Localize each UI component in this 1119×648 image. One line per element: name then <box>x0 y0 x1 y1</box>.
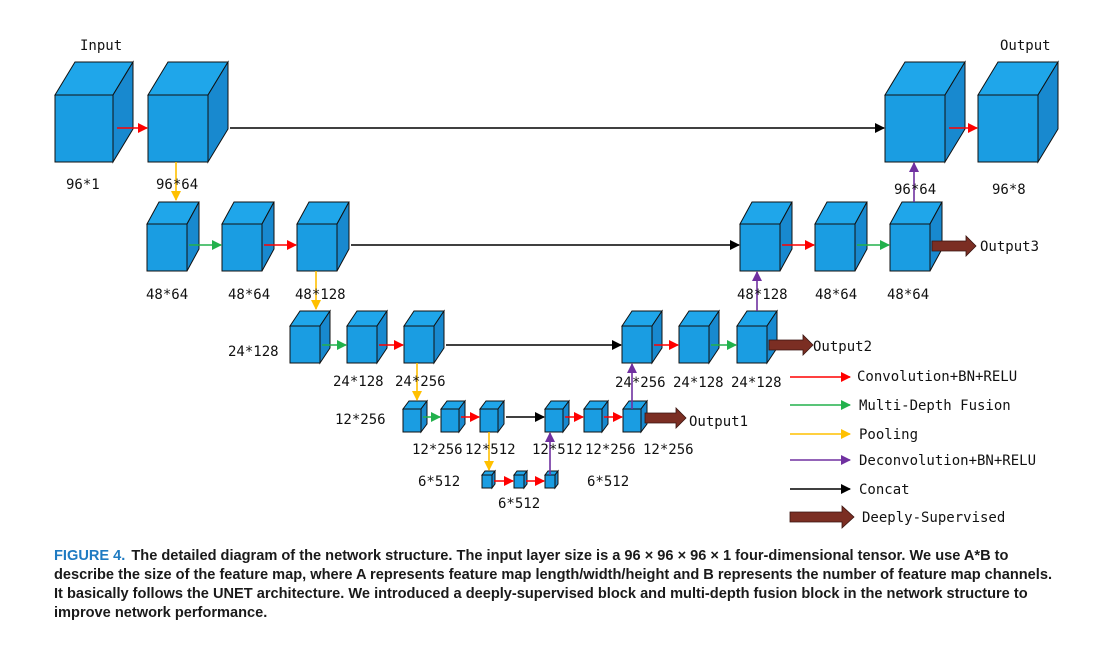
size-label: 48*64 <box>815 287 857 303</box>
cube-48x128-enc <box>296 201 350 272</box>
cube-12x256-b <box>440 399 466 434</box>
size-label: 96*1 <box>66 177 100 193</box>
size-label: 24*128 <box>228 344 279 360</box>
size-label: 6*512 <box>587 474 629 490</box>
cube-96x64-dec <box>884 60 966 164</box>
deep-supervision-arrow-3 <box>931 235 977 257</box>
legend-deconv-label: Deconvolution+BN+RELU <box>859 453 1036 469</box>
output-label: Output <box>1000 38 1051 54</box>
cube-24x256-dec <box>621 309 663 365</box>
cube-48x64-b <box>221 201 275 272</box>
input-label: Input <box>80 38 122 54</box>
size-label: 24*128 <box>673 375 724 391</box>
size-label: 24*128 <box>333 374 384 390</box>
cube-input <box>54 60 134 164</box>
size-label: 12*512 <box>465 442 516 458</box>
cube-24x256-enc <box>403 309 445 365</box>
size-label: 96*64 <box>894 182 936 198</box>
output1-label: Output1 <box>689 414 748 430</box>
cube-96x64-enc <box>147 60 229 164</box>
cube-output <box>977 60 1059 164</box>
size-label: 24*128 <box>731 375 782 391</box>
size-label: 12*256 <box>335 412 386 428</box>
legend-fusion-label: Multi-Depth Fusion <box>859 398 1011 414</box>
network-diagram: Input Output 96*1 96*64 96*64 96*8 48*64… <box>54 38 1059 529</box>
size-label: 96*64 <box>156 177 198 193</box>
size-label: 12*256 <box>585 442 636 458</box>
cube-6x512-c <box>544 469 559 490</box>
legend-concat-label: Concat <box>859 482 910 498</box>
size-label: 24*256 <box>395 374 446 390</box>
output3-label: Output3 <box>980 239 1039 255</box>
cube-48x128-dec <box>739 201 793 272</box>
cube-24x128-c <box>678 309 720 365</box>
legend-deep-label: Deeply-Supervised <box>862 510 1005 526</box>
cube-48x64-c <box>814 201 868 272</box>
size-label: 12*256 <box>412 442 463 458</box>
size-label: 96*8 <box>992 182 1026 198</box>
size-label: 12*256 <box>643 442 694 458</box>
size-label: 24*256 <box>615 375 666 391</box>
figure-caption: FIGURE 4. The detailed diagram of the net… <box>54 547 1064 623</box>
cube-12x512-enc <box>479 399 505 434</box>
deep-supervision-arrow-1 <box>644 407 687 429</box>
legend-conv-label: Convolution+BN+RELU <box>857 369 1017 385</box>
legend-pool-label: Pooling <box>859 427 918 443</box>
size-label: 12*512 <box>532 442 583 458</box>
legend-deep-swatch <box>789 505 855 529</box>
size-label: 48*64 <box>146 287 188 303</box>
size-label: 6*512 <box>498 496 540 512</box>
cube-12x256-d <box>622 399 648 434</box>
cube-48x64-a <box>146 201 200 272</box>
cube-24x128-b <box>346 309 388 365</box>
size-label: 6*512 <box>418 474 460 490</box>
output2-label: Output2 <box>813 339 872 355</box>
size-label: 48*128 <box>737 287 788 303</box>
size-label: 48*64 <box>228 287 270 303</box>
cube-6x512-b <box>513 469 528 490</box>
deep-supervision-arrow-2 <box>768 334 814 356</box>
cube-48x64-d <box>889 201 943 272</box>
legend: Convolution+BN+RELU Multi-Depth Fusion P… <box>789 369 1036 529</box>
cube-6x512-a <box>481 469 496 490</box>
caption-text: The detailed diagram of the network stru… <box>54 548 1053 621</box>
cube-24x128-d <box>736 309 778 365</box>
figure-label: FIGURE 4. <box>54 548 126 564</box>
cube-24x128-a <box>289 309 331 365</box>
size-label: 48*64 <box>887 287 929 303</box>
size-label: 48*128 <box>295 287 346 303</box>
cube-12x512-dec <box>544 399 570 434</box>
